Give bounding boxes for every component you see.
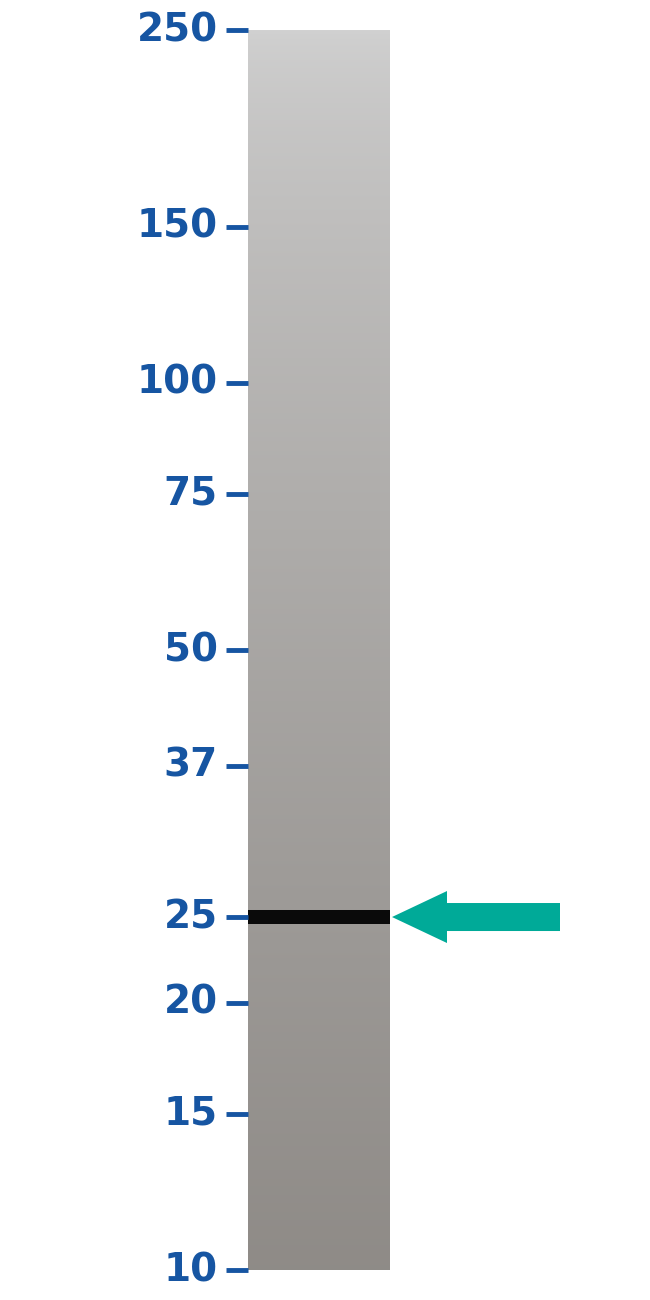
Text: 10: 10 — [164, 1251, 218, 1290]
Text: 25: 25 — [164, 898, 218, 936]
Text: 15: 15 — [164, 1095, 218, 1132]
FancyArrow shape — [392, 891, 560, 942]
Text: 50: 50 — [164, 630, 218, 670]
Text: 75: 75 — [164, 474, 218, 512]
Text: 100: 100 — [137, 364, 218, 402]
Bar — [248, 910, 390, 924]
Text: 250: 250 — [137, 10, 218, 49]
Text: 20: 20 — [164, 984, 218, 1022]
Text: 37: 37 — [164, 747, 218, 785]
Text: 150: 150 — [137, 208, 218, 246]
